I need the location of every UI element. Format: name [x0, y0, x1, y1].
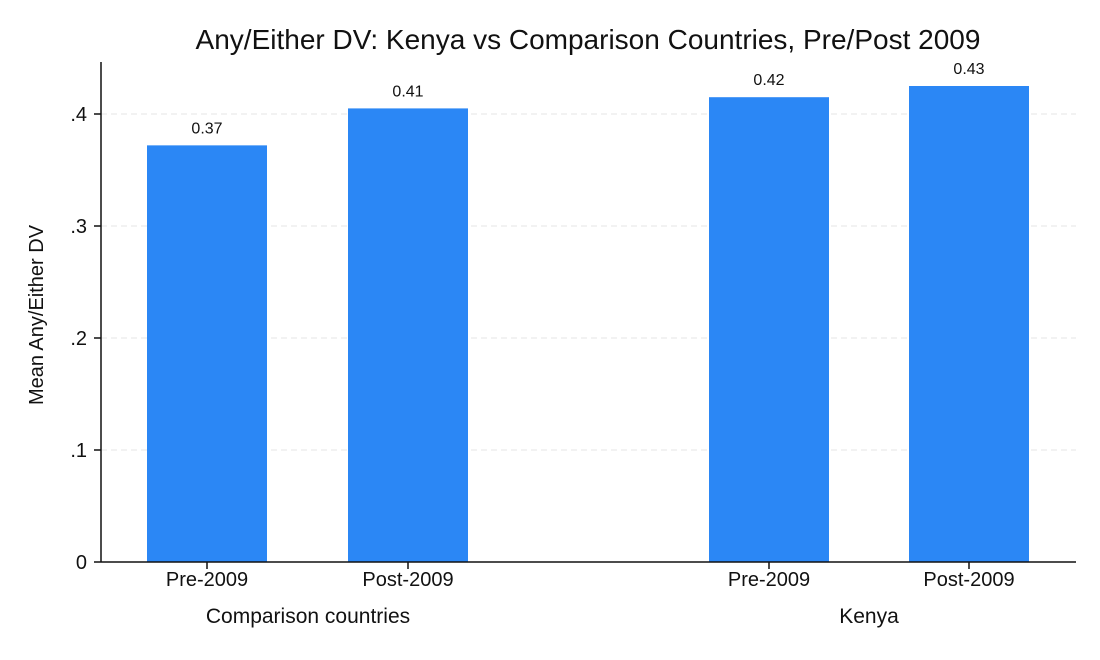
bar	[147, 145, 267, 563]
bar	[709, 97, 829, 562]
y-tick-label: .3	[70, 216, 87, 238]
bar-value-label: 0.42	[753, 72, 784, 89]
bar	[909, 86, 1029, 562]
bar-value-label: 0.41	[392, 83, 423, 100]
chart-title: Any/Either DV: Kenya vs Comparison Count…	[196, 24, 981, 55]
y-tick-label: 0	[76, 552, 87, 574]
bars: 0.37 0.41 0.42 0.43	[147, 61, 1029, 563]
x-category-label: Pre-2009	[166, 569, 248, 591]
category-labels: Pre-2009 Post-2009 Comparison countries Pre…	[166, 562, 1015, 628]
group-label: Comparison countries	[206, 605, 410, 628]
y-tick-label: .4	[70, 104, 87, 126]
x-category-label: Pre-2009	[728, 569, 810, 591]
axes	[100, 62, 1076, 563]
bar	[348, 108, 468, 563]
y-ticks: 0 .1 .2 .3 .4	[70, 104, 101, 574]
y-tick-label: .2	[70, 328, 87, 350]
x-category-label: Post-2009	[923, 569, 1014, 591]
x-category-label: Post-2009	[362, 569, 453, 591]
group-label: Kenya	[839, 605, 899, 628]
y-tick-label: .1	[70, 440, 87, 462]
y-axis-label: Mean Any/Either DV	[26, 224, 48, 405]
bar-value-label: 0.37	[191, 120, 222, 137]
bar-value-label: 0.43	[953, 61, 984, 78]
